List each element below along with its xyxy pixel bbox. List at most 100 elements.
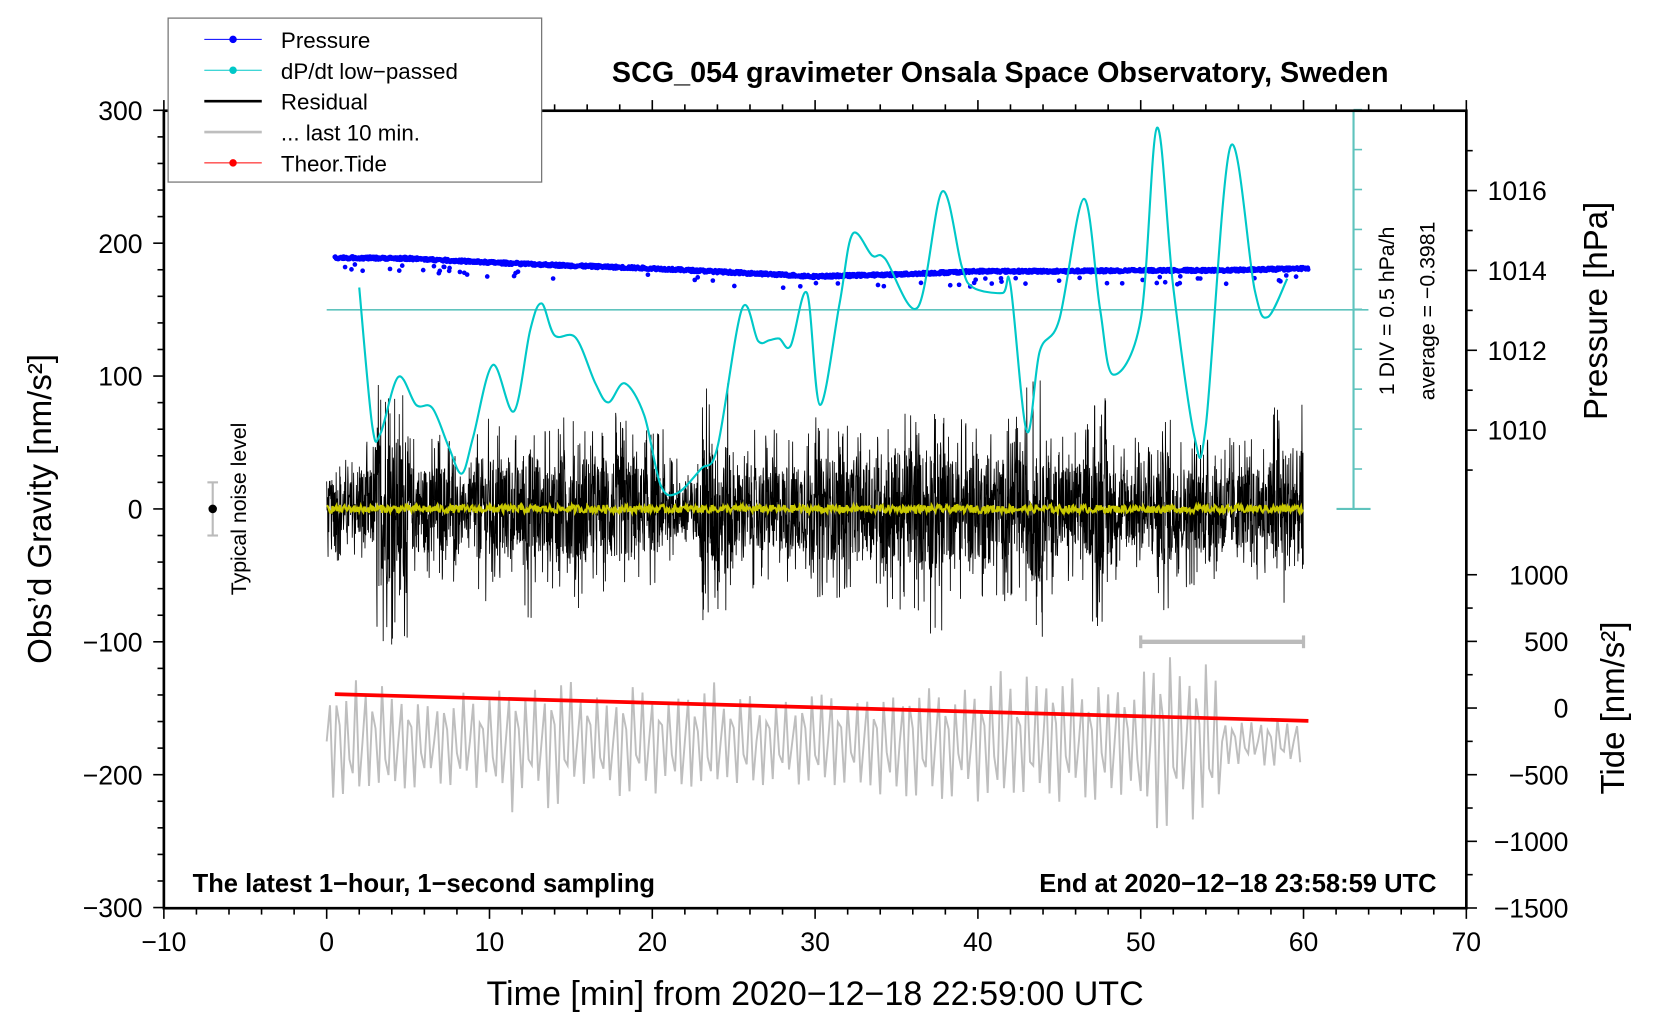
pressure-point xyxy=(947,282,953,288)
series-layer xyxy=(207,108,1371,829)
gravity-tick-label: 0 xyxy=(128,495,143,525)
chart-title: SCG_054 gravimeter Onsala Space Observat… xyxy=(612,57,1389,89)
pressure-point xyxy=(1023,281,1028,286)
pressure-point xyxy=(1119,280,1125,286)
legend-label: Pressure xyxy=(281,28,370,53)
gravity-tick-label: −300 xyxy=(83,893,143,923)
gravity-tick-label: −100 xyxy=(83,627,143,657)
gravity-tick-label: 300 xyxy=(98,96,142,126)
x-tick-label: 70 xyxy=(1452,927,1482,957)
legend-marker xyxy=(229,66,237,74)
pressure-point xyxy=(1177,280,1183,286)
axis-ticks: −10 0 10 20 30 40 50 60 703002001000−100−200−300… xyxy=(83,96,1569,957)
pressure-point xyxy=(797,283,803,289)
annotation-bottom-left: The latest 1−hour, 1−second sampling xyxy=(193,870,655,898)
x-tick-label: 20 xyxy=(637,927,667,957)
tide-tick-label: −500 xyxy=(1509,760,1569,790)
pressure-point xyxy=(1077,275,1082,281)
pressure-point xyxy=(983,276,988,281)
pressure-point xyxy=(1056,278,1062,284)
pressure-point xyxy=(399,263,405,268)
pressure-point xyxy=(515,269,521,275)
x-tick-label: 0 xyxy=(319,927,334,957)
pressure-point xyxy=(1104,280,1110,286)
y-axis-label-pressure: Pressure [hPa] xyxy=(1577,202,1614,420)
tide-tick-label: −1500 xyxy=(1494,894,1569,924)
gravity-tick-label: −200 xyxy=(83,760,143,790)
legend-label: dP/dt low−passed xyxy=(281,59,458,84)
pressure-point xyxy=(918,280,924,286)
noise-level-point xyxy=(208,504,217,514)
pressure-point xyxy=(956,282,962,288)
pressure-tick-label: 1014 xyxy=(1488,256,1547,286)
pressure-point xyxy=(360,268,365,274)
legend-label: Theor.Tide xyxy=(281,151,387,176)
pressure-point xyxy=(1305,267,1311,272)
pressure-point xyxy=(550,276,556,281)
y-axis-label-gravity: Obs’d Gravity [nm/s²] xyxy=(21,354,58,664)
noise-level-label: Typical noise level xyxy=(227,423,251,596)
legend: Pressure dP/dt low−passed Residual ... last… xyxy=(167,17,543,183)
pressure-point xyxy=(645,272,651,278)
pressure-point xyxy=(457,269,463,275)
theoretical-tide-line xyxy=(334,692,1309,723)
x-tick-label: 10 xyxy=(475,927,505,957)
pressure-point xyxy=(420,267,426,273)
x-tick-label: 50 xyxy=(1126,927,1156,957)
tide-tick-label: 0 xyxy=(1554,694,1569,724)
annotation-bottom-right: End at 2020−12−18 23:58:59 UTC xyxy=(1039,870,1436,898)
pressure-point xyxy=(441,264,447,270)
pressure-point xyxy=(1293,274,1299,279)
average-label: average = −0.3981 xyxy=(1415,222,1439,401)
div-label: 1 DIV = 0.5 hPa/h xyxy=(1375,227,1399,396)
pressure-point xyxy=(813,280,819,286)
pressure-point xyxy=(1162,279,1168,285)
x-tick-label: 60 xyxy=(1289,927,1319,957)
pressure-tick-label: 1016 xyxy=(1488,176,1547,206)
pressure-point xyxy=(999,279,1004,284)
pressure-point xyxy=(695,275,701,280)
legend-label: Residual xyxy=(281,90,368,115)
dpdt-line xyxy=(358,126,1289,497)
pressure-point xyxy=(1197,276,1203,281)
tide-tick-label: −1000 xyxy=(1494,827,1569,857)
plot-frame xyxy=(162,109,1468,910)
pressure-point xyxy=(731,283,737,289)
legend-marker xyxy=(229,159,237,167)
pressure-point xyxy=(447,265,452,271)
x-tick-label: 40 xyxy=(963,927,993,957)
legend-label: ... last 10 min. xyxy=(281,121,420,146)
pressure-point xyxy=(484,274,490,279)
residual-line xyxy=(326,380,1304,645)
x-axis-label: Time [min] from 2020−12−18 22:59:00 UTC xyxy=(487,975,1144,1013)
pressure-point xyxy=(1013,275,1019,281)
pressure-point xyxy=(1154,280,1160,286)
pressure-point xyxy=(881,283,887,289)
pressure-point xyxy=(989,281,995,286)
pressure-point xyxy=(437,268,443,274)
pressure-tick-label: 1012 xyxy=(1488,336,1547,366)
pressure-point xyxy=(342,264,348,270)
pressure-point xyxy=(464,272,470,277)
pressure-point xyxy=(875,282,881,288)
pressure-point xyxy=(352,262,358,267)
gravity-tick-label: 200 xyxy=(98,229,142,259)
pressure-point xyxy=(431,263,437,269)
residual-lowpass-line xyxy=(326,501,1305,517)
pressure-point xyxy=(349,267,354,272)
pressure-point xyxy=(835,281,841,286)
pressure-point xyxy=(1283,273,1289,278)
x-tick-label: −10 xyxy=(141,927,186,957)
legend-marker xyxy=(229,35,237,44)
x-tick-label: 30 xyxy=(800,927,830,957)
pressure-point xyxy=(387,266,393,272)
pressure-point xyxy=(780,285,786,291)
pressure-point xyxy=(396,268,402,273)
pressure-point xyxy=(1177,274,1183,279)
gravity-tick-label: 100 xyxy=(98,362,142,392)
tide-tick-label: 1000 xyxy=(1509,560,1568,590)
last-10-min-line xyxy=(325,657,1302,829)
y-axis-label-tide: Tide [nm/s²] xyxy=(1594,622,1631,795)
pressure-point xyxy=(710,278,716,283)
